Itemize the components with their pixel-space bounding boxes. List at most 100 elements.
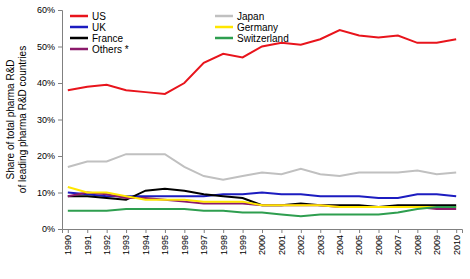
- x-tick-mark: [417, 229, 418, 233]
- x-tick: 2003: [316, 229, 326, 255]
- legend-swatch: [70, 48, 88, 51]
- legend-item: US: [70, 11, 106, 22]
- x-tick-label: 2006: [374, 235, 384, 255]
- y-tick-mark: [58, 193, 62, 194]
- x-tick-label: 2001: [277, 235, 287, 255]
- y-tick-mark: [58, 83, 62, 84]
- x-tick-label: 1993: [121, 235, 131, 255]
- legend-label: US: [92, 11, 106, 22]
- x-tick-label: 2003: [316, 235, 326, 255]
- x-tick-mark: [262, 229, 263, 233]
- x-tick-label: 1991: [83, 235, 93, 255]
- x-tick: 1990: [63, 229, 73, 255]
- x-tick: 1995: [160, 229, 170, 255]
- x-tick-mark: [398, 229, 399, 233]
- legend-swatch: [215, 15, 233, 18]
- y-axis-title-line: Share of total pharma R&D: [5, 59, 16, 179]
- x-tick-mark: [184, 229, 185, 233]
- x-tick-mark: [301, 229, 302, 233]
- y-tick-label: 50%: [37, 42, 55, 52]
- x-tick: 1997: [199, 229, 209, 255]
- x-tick-label: 2010: [452, 235, 462, 255]
- chart: 0% 10% 20% 30% 40% 50% 60% 1990 1991 1992 1993 1994…: [0, 0, 470, 279]
- legend: USUKFranceOthers *JapanGermanySwitzerlan…: [70, 11, 289, 55]
- x-tick: 1998: [219, 229, 229, 255]
- series-line: [68, 154, 456, 180]
- x-tick-mark: [165, 229, 166, 233]
- series-line: [68, 30, 456, 94]
- x-tick-label: 1995: [160, 235, 170, 255]
- legend-swatch: [70, 26, 88, 29]
- x-tick: 2008: [413, 229, 423, 255]
- x-tick-mark: [281, 229, 282, 233]
- x-tick-label: 2009: [432, 235, 442, 255]
- legend-label: Germany: [237, 22, 278, 33]
- x-tick-label: 1990: [63, 235, 73, 255]
- x-tick-mark: [145, 229, 146, 233]
- x-tick: 2004: [335, 229, 345, 255]
- x-tick: 2006: [374, 229, 384, 255]
- x-tick: 2009: [432, 229, 442, 255]
- x-tick-mark: [320, 229, 321, 233]
- legend-item: France: [70, 33, 124, 44]
- legend-swatch: [215, 26, 233, 29]
- x-tick-mark: [456, 229, 457, 233]
- x-tick-label: 1996: [180, 235, 190, 255]
- legend-label: Japan: [237, 11, 264, 22]
- x-tick-label: 1998: [219, 235, 229, 255]
- legend-swatch: [215, 37, 233, 40]
- x-axis-line: [63, 230, 463, 234]
- y-tick: 20%: [37, 151, 62, 161]
- x-tick-label: 1999: [238, 235, 248, 255]
- legend-item: Others *: [70, 44, 129, 55]
- y-tick: 40%: [37, 78, 62, 88]
- x-tick-mark: [340, 229, 341, 233]
- y-axis-title: Share of total pharma R&Dof leading phar…: [5, 46, 28, 193]
- x-tick-mark: [379, 229, 380, 233]
- y-tick-label: 60%: [37, 5, 55, 15]
- y-axis-title-line: of leading pharma R&D countries: [17, 46, 28, 193]
- legend-label: UK: [92, 22, 106, 33]
- y-axis: 0% 10% 20% 30% 40% 50% 60%: [37, 5, 63, 234]
- legend-item: Japan: [215, 11, 264, 22]
- x-tick-mark: [87, 229, 88, 233]
- y-tick-mark: [58, 229, 62, 230]
- x-tick: 2002: [296, 229, 306, 255]
- x-tick: 1991: [83, 229, 93, 255]
- series-line: [68, 187, 456, 207]
- x-tick-label: 1994: [141, 235, 151, 255]
- y-tick: 50%: [37, 42, 62, 52]
- x-axis: 1990 1991 1992 1993 1994 1995 1996 1997 1998 1999…: [63, 229, 463, 255]
- x-tick: 1993: [121, 229, 131, 255]
- y-tick: 0%: [42, 224, 62, 234]
- x-tick-mark: [243, 229, 244, 233]
- y-tick-label: 0%: [42, 224, 55, 234]
- y-tick-label: 20%: [37, 151, 55, 161]
- x-tick-label: 2007: [393, 235, 403, 255]
- y-tick: 60%: [37, 5, 62, 15]
- x-tick-label: 2005: [354, 235, 364, 255]
- legend-item: Germany: [215, 22, 278, 33]
- x-tick: 2000: [257, 229, 267, 255]
- y-tick-label: 30%: [37, 115, 55, 125]
- x-tick: 1994: [141, 229, 151, 255]
- y-tick-label: 40%: [37, 78, 55, 88]
- lines: [68, 30, 456, 216]
- x-tick-mark: [223, 229, 224, 233]
- x-tick: 2010: [452, 229, 462, 255]
- y-tick-mark: [58, 120, 62, 121]
- x-tick-mark: [126, 229, 127, 233]
- x-tick-mark: [204, 229, 205, 233]
- x-tick-label: 1992: [102, 235, 112, 255]
- y-tick-label: 10%: [37, 188, 55, 198]
- x-tick-mark: [437, 229, 438, 233]
- x-tick: 2007: [393, 229, 403, 255]
- x-tick: 1999: [238, 229, 248, 255]
- series-line: [68, 207, 456, 216]
- x-tick-label: 2002: [296, 235, 306, 255]
- x-tick: 1992: [102, 229, 112, 255]
- y-tick-mark: [58, 47, 62, 48]
- x-tick-mark: [68, 229, 69, 233]
- y-tick: 10%: [37, 188, 62, 198]
- x-tick-label: 2008: [413, 235, 423, 255]
